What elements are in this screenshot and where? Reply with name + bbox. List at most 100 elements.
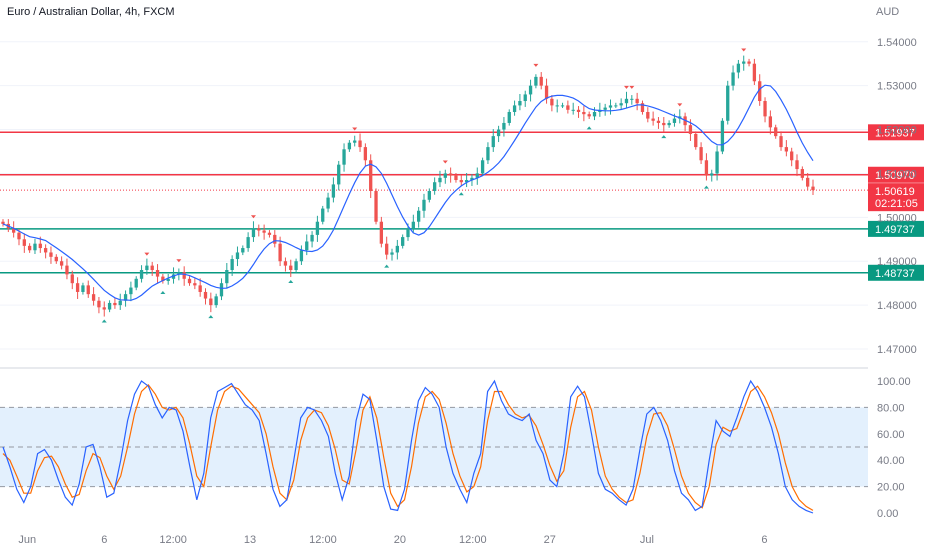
candle: [534, 74, 538, 89]
candle: [790, 147, 794, 167]
candle-body: [614, 105, 618, 107]
candle: [800, 166, 804, 181]
candle-body: [65, 265, 69, 275]
candle-body: [54, 256, 58, 262]
candle: [203, 288, 208, 305]
candle: [102, 301, 106, 317]
candle: [555, 99, 559, 113]
candle-body: [193, 283, 197, 286]
candle: [198, 278, 202, 297]
candle-body: [417, 210, 421, 222]
candle-body: [209, 298, 213, 306]
candle-body: [70, 274, 74, 284]
candle: [161, 273, 165, 284]
candle-body: [139, 270, 144, 279]
oscillator-tick-label: 100.00: [877, 376, 911, 388]
candle-body: [523, 94, 527, 102]
candle: [331, 177, 336, 203]
candle: [454, 173, 458, 183]
time-tick-label: 12:00: [459, 534, 487, 546]
candle: [806, 173, 810, 191]
candle-body: [235, 252, 240, 260]
candle-body: [475, 173, 479, 178]
candle: [795, 154, 799, 177]
sell-signal-marker: [352, 127, 358, 131]
candle-body: [358, 140, 362, 148]
candle-body: [342, 149, 346, 165]
buy-signal-marker: [101, 319, 107, 323]
candle-body: [432, 182, 437, 191]
candle-body: [651, 118, 655, 121]
candle: [411, 214, 415, 234]
buy-signal-marker: [458, 192, 464, 196]
time-tick-label: 27: [544, 534, 556, 546]
candle-body: [305, 241, 309, 251]
candle: [550, 95, 554, 112]
candle: [624, 91, 629, 109]
price-tick-label: 1.52000: [877, 125, 917, 137]
buy-signal-marker: [384, 264, 390, 268]
candle: [512, 100, 517, 116]
candle: [720, 118, 725, 155]
candle: [704, 153, 709, 181]
candle: [113, 298, 117, 309]
candle: [566, 100, 570, 114]
candle-body: [422, 199, 426, 211]
candle-body: [811, 186, 815, 191]
candle-body: [758, 81, 762, 102]
candle-body: [779, 136, 783, 148]
candle: [54, 254, 58, 264]
candle: [395, 239, 399, 260]
candle: [784, 140, 789, 157]
candle-body: [662, 122, 666, 126]
candle-body: [267, 232, 272, 235]
candle: [619, 98, 623, 110]
sell-signal-marker: [741, 48, 747, 52]
candle: [731, 65, 735, 91]
oscillator-tick-label: 40.00: [877, 455, 905, 467]
level-tag-label: 1.48737: [875, 268, 915, 280]
candle-body: [774, 127, 778, 137]
candle-body: [177, 272, 181, 275]
candle-body: [731, 72, 735, 86]
candle-body: [704, 160, 709, 176]
candle-body: [161, 276, 165, 281]
candle: [342, 143, 346, 172]
candle: [694, 131, 698, 150]
candle: [571, 102, 575, 115]
candle: [257, 224, 261, 237]
candle-body: [560, 105, 565, 107]
candle-body: [518, 101, 522, 106]
oscillator-k-line: [2, 379, 814, 514]
candle: [12, 221, 16, 238]
candle: [390, 248, 394, 261]
candle: [699, 142, 703, 165]
candle-body: [438, 177, 442, 183]
candle: [459, 175, 463, 186]
candle-body: [624, 98, 629, 104]
candle: [182, 266, 186, 286]
candle-body: [539, 76, 543, 86]
candle: [374, 188, 378, 225]
candle-body: [1, 221, 5, 224]
candle: [347, 140, 352, 152]
candle-body: [699, 147, 703, 161]
candle: [65, 258, 69, 280]
price-axis-ticks: 1.47000 1.48000 1.49000 1.50000 1.51000 1.520…: [877, 37, 917, 356]
candle: [139, 265, 144, 283]
candle: [491, 129, 495, 152]
candle: [70, 270, 74, 290]
candle: [262, 224, 266, 240]
candle: [363, 143, 368, 167]
sell-signal-marker: [623, 85, 629, 89]
candle: [353, 135, 357, 147]
candle-body: [187, 278, 192, 284]
candle: [91, 287, 96, 306]
candle-body: [667, 122, 671, 126]
candle-body: [592, 111, 597, 117]
time-tick-label: Jun: [18, 534, 36, 546]
candle-body: [571, 109, 575, 111]
candle: [385, 236, 389, 260]
candle-body: [198, 285, 202, 292]
level-tag: [868, 124, 924, 141]
